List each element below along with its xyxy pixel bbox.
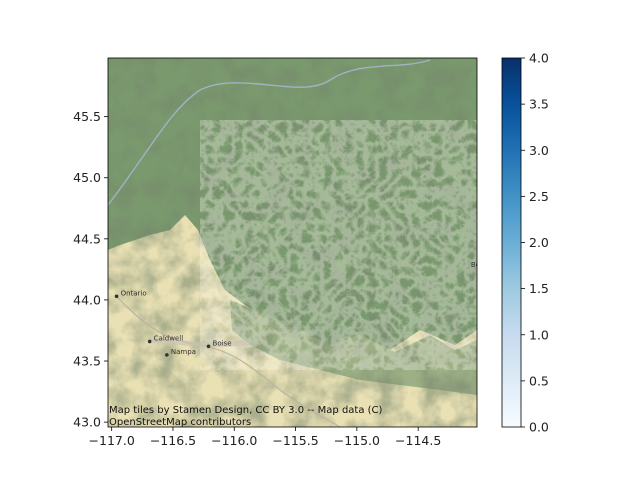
x-tick-label: −116.0	[211, 433, 257, 448]
place-marker	[206, 344, 211, 349]
edge-place-label: Bo	[471, 261, 480, 269]
x-tick-label: −114.5	[395, 433, 441, 448]
colorbar-tick-label: 3.5	[529, 97, 549, 112]
road	[114, 294, 341, 427]
place-marker	[114, 294, 119, 299]
colorbar-tick-label: 2.5	[529, 189, 549, 204]
map-panel: Ontario Caldwell Nampa Boise Bo Map tiles by…	[108, 58, 480, 428]
colorbar-tick-label: 3.0	[529, 143, 549, 158]
colorbar	[501, 57, 522, 428]
y-tick-label: 43.0	[73, 415, 101, 430]
y-tick-label: 44.0	[73, 292, 101, 307]
place-label: Caldwell	[154, 334, 184, 342]
colorbar-tick-label: 2.0	[529, 235, 549, 250]
place-marker	[165, 353, 169, 357]
colorbar-axis: 0.0 0.5 1.0 1.5 2.0 2.5 3.0 3.5 4.0	[521, 51, 549, 435]
colorbar-tick-label: 0.0	[529, 420, 549, 435]
x-axis: −117.0 −116.5 −116.0 −115.5 −115.0 −114.5	[89, 427, 441, 448]
colorbar-tick-label: 1.0	[529, 327, 549, 342]
river	[108, 59, 431, 206]
y-tick-label: 44.5	[73, 231, 101, 246]
x-tick-label: −115.0	[334, 433, 380, 448]
place-marker	[147, 339, 152, 344]
place-label: Boise	[213, 339, 232, 347]
y-tick-label: 45.0	[73, 170, 101, 185]
y-tick-label: 45.5	[73, 109, 101, 124]
places-layer: Ontario Caldwell Nampa Boise Bo	[114, 261, 480, 357]
colorbar-tick-label: 1.5	[529, 281, 549, 296]
place-label: Nampa	[171, 348, 196, 356]
map-attribution-line2: OpenStreetMap contributors	[109, 417, 251, 428]
map-attribution-line1: Map tiles by Stamen Design, CC BY 3.0 --…	[109, 405, 383, 416]
y-tick-label: 43.5	[73, 354, 101, 369]
road	[149, 337, 251, 348]
map-frame	[107, 57, 478, 428]
colorbar-tick-label: 0.5	[529, 373, 549, 388]
x-tick-label: −117.0	[89, 433, 135, 448]
x-tick-label: −115.5	[272, 433, 318, 448]
y-axis: 43.0 43.5 44.0 44.5 45.0 45.5	[73, 109, 108, 430]
colorbar-tick-label: 4.0	[529, 51, 549, 66]
place-label: Ontario	[121, 289, 147, 297]
ridge-texture	[200, 120, 477, 370]
x-tick-label: −116.5	[150, 433, 196, 448]
